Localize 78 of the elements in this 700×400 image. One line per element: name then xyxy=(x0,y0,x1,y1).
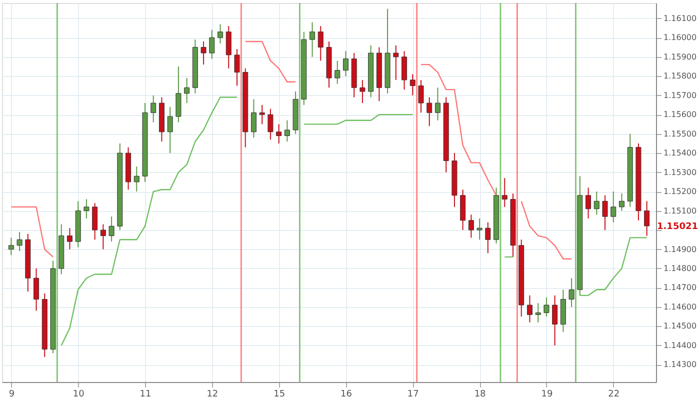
candlestick xyxy=(16,231,22,252)
y-tick-label: 1.14600 xyxy=(664,302,697,312)
candlestick xyxy=(644,200,650,236)
x-tick-label: 16 xyxy=(340,390,352,400)
candlestick xyxy=(34,268,40,312)
x-tick-label: 15 xyxy=(274,390,286,400)
candlestick xyxy=(150,94,156,123)
candlestick xyxy=(268,108,274,140)
candlestick xyxy=(250,98,256,138)
candlestick xyxy=(502,178,508,208)
candlestick xyxy=(200,40,206,66)
y-tick-label: 1.15700 xyxy=(664,90,697,100)
candlestick xyxy=(393,44,399,80)
candlestick xyxy=(218,24,224,44)
x-tick-label: 12 xyxy=(206,390,218,400)
text: 1.15021 xyxy=(657,222,698,232)
y-tick-label: 1.15500 xyxy=(664,129,697,138)
candlestick xyxy=(234,48,240,86)
candlestick xyxy=(618,192,624,212)
candlestick xyxy=(318,26,324,62)
x-tick-label: 9 xyxy=(8,390,15,400)
candlestick xyxy=(402,50,408,90)
candlestick xyxy=(434,87,440,121)
y-tick-label: 1.15200 xyxy=(664,187,697,196)
candlestick xyxy=(610,191,616,223)
y-tick-label: 1.14300 xyxy=(664,360,697,370)
y-tick-label: 1.15600 xyxy=(664,110,697,120)
candlestick xyxy=(485,222,491,254)
candlestick xyxy=(226,26,232,69)
candlestick xyxy=(259,104,265,125)
candlestick xyxy=(426,96,432,127)
candlestick xyxy=(167,106,173,154)
y-tick-label: 1.14800 xyxy=(664,264,697,273)
candlestick xyxy=(342,50,348,77)
candlestick xyxy=(8,237,14,256)
y-tick-label: 1.16100 xyxy=(664,14,697,23)
candlestick xyxy=(284,120,290,142)
candlestick xyxy=(184,78,190,104)
x-tick-label: 18 xyxy=(474,390,486,400)
candlestick xyxy=(594,191,600,216)
candlestick xyxy=(602,194,608,231)
candlestick xyxy=(84,198,90,219)
candlestick xyxy=(108,216,114,242)
candlestick xyxy=(468,214,474,238)
x-tick-label: 22 xyxy=(608,390,620,400)
candlestick xyxy=(526,294,532,323)
x-tick-label: 19 xyxy=(541,390,553,400)
y-tick-label: 1.14400 xyxy=(664,340,697,350)
candlestick xyxy=(552,294,558,346)
candlestick xyxy=(92,202,98,240)
candlestick xyxy=(476,218,482,240)
x-tick-label: 11 xyxy=(140,390,152,400)
candlestick xyxy=(66,228,72,250)
candlestick xyxy=(276,124,282,144)
y-tick-label: 1.14500 xyxy=(664,322,697,331)
candlestick xyxy=(535,302,541,323)
candlestick xyxy=(100,224,106,250)
y-tick-label: 1.15300 xyxy=(664,168,697,177)
candlestick xyxy=(310,22,316,58)
candlestick xyxy=(360,79,366,104)
x-tick-label: 10 xyxy=(72,390,85,400)
candlestick xyxy=(176,66,182,123)
candlestick xyxy=(334,60,340,84)
y-tick-label: 1.14900 xyxy=(664,244,697,254)
y-tick-label: 1.15900 xyxy=(664,52,697,62)
y-tick-label: 1.15100 xyxy=(664,206,697,216)
x-tick-label: 17 xyxy=(407,390,419,400)
y-tick-label: 1.15800 xyxy=(664,72,697,81)
candlestick xyxy=(544,296,550,318)
y-tick-label: 1.14700 xyxy=(664,283,697,292)
candlestick xyxy=(568,278,574,308)
candlestick xyxy=(418,79,424,114)
candlestick xyxy=(134,166,140,192)
candlestick xyxy=(410,74,416,96)
y-tick-label: 1.16000 xyxy=(664,33,697,42)
candlestick xyxy=(586,187,592,219)
y-tick-label: 1.15400 xyxy=(664,148,697,158)
candlestick xyxy=(209,29,215,60)
